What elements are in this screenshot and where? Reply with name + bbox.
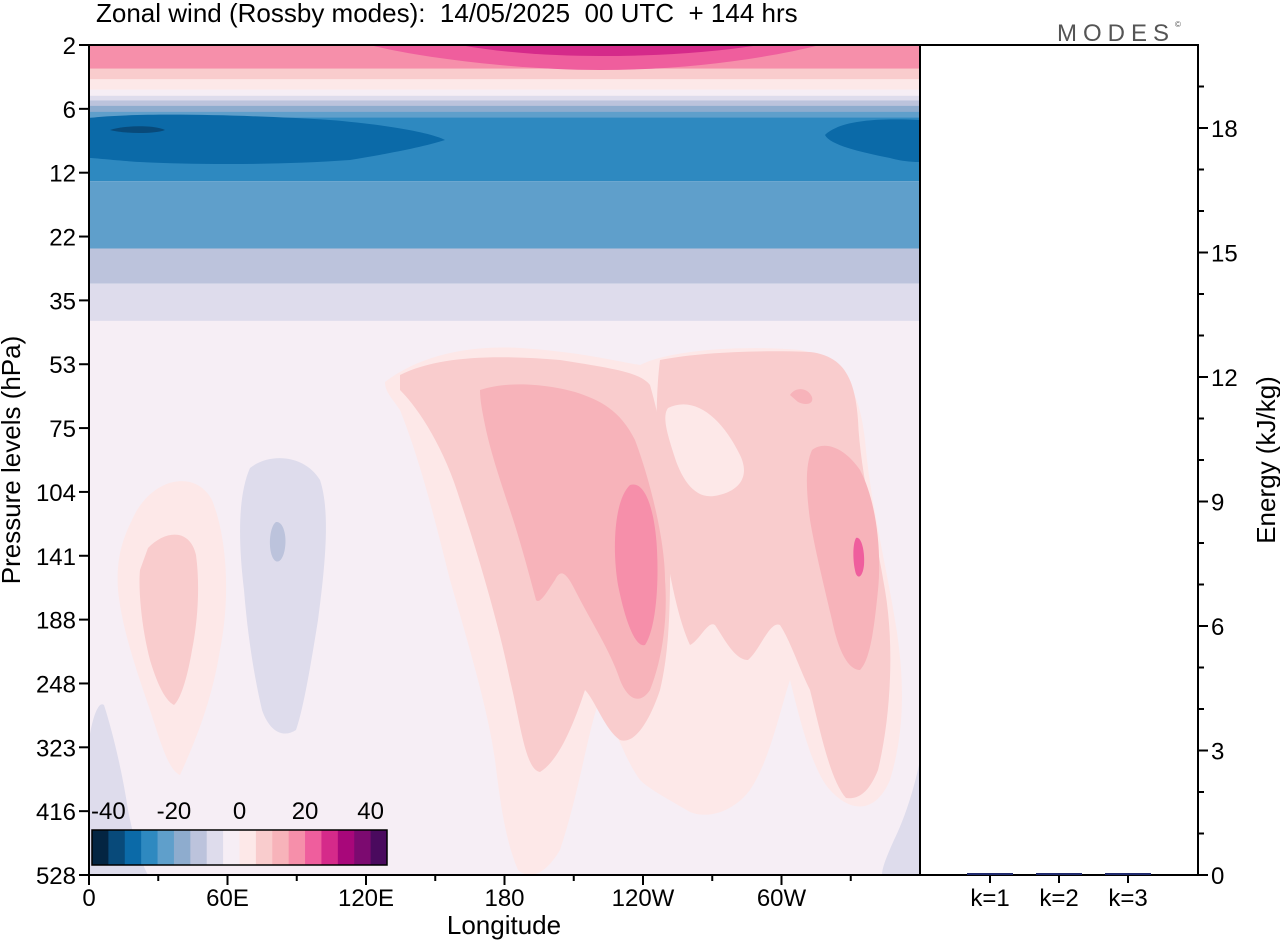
wind-stripe-4 xyxy=(89,111,920,118)
colorbar-swatch xyxy=(370,830,388,865)
energy-tick-label: 9 xyxy=(1211,490,1224,517)
colorbar-swatch xyxy=(108,830,126,865)
brand-logo: MODES© xyxy=(1057,20,1181,48)
colorbar-swatch xyxy=(255,830,273,865)
colorbar-swatch xyxy=(337,830,355,865)
colorbar xyxy=(91,829,388,866)
colorbar-label: 40 xyxy=(357,798,384,825)
y-tick-label: 104 xyxy=(36,480,76,507)
colorbar-swatch xyxy=(239,830,257,865)
easterly-lobe-80e xyxy=(240,458,326,734)
colorbar-frame xyxy=(91,829,388,866)
y-tick-label: 2 xyxy=(63,33,76,60)
chart-title: Zonal wind (Rossby modes): 14/05/2025 00… xyxy=(96,0,798,28)
heatmap-area xyxy=(89,45,920,875)
colorbar-swatch xyxy=(141,830,159,865)
wind-stripe-2 xyxy=(89,95,920,101)
energy-tick-label: 12 xyxy=(1211,365,1238,392)
energy-tick-label: 3 xyxy=(1211,739,1224,766)
energy-bars xyxy=(967,873,1151,875)
y-axis-right: 0 3 6 9 12 15 18 xyxy=(1198,85,1238,890)
y-tick-label: 248 xyxy=(36,671,76,698)
energy-bar-k=2 xyxy=(1036,873,1082,875)
colorbar-swatch xyxy=(173,830,191,865)
x-tick-label: 120W xyxy=(612,885,675,912)
easterly-core-80e xyxy=(269,521,286,562)
colorbar-label: 20 xyxy=(292,798,319,825)
x-tick-label: 180 xyxy=(484,885,524,912)
y-tick-label: 188 xyxy=(36,608,76,635)
x-tick-label: 120E xyxy=(338,885,394,912)
y-tick-label: 12 xyxy=(49,161,76,188)
y-tick-label: 35 xyxy=(49,288,76,315)
colorbar-labels: -40 -20 0 20 40 xyxy=(91,798,384,825)
y-tick-label: 528 xyxy=(36,863,76,890)
x-tick-label: 0 xyxy=(82,885,95,912)
x-axis-label: Longitude xyxy=(447,910,561,940)
westerly-max-30w xyxy=(853,537,865,577)
easterly-patch-se xyxy=(882,760,920,875)
energy-tick-label: 0 xyxy=(1211,863,1224,890)
y-axis-label: Pressure levels (hPa) xyxy=(0,336,26,585)
westerly-strong-120w xyxy=(480,384,666,699)
wind-stripe-1 xyxy=(89,89,920,96)
x-axis: 0 60E 120E 180 120W 60W xyxy=(82,875,852,912)
wind-stripe-3 xyxy=(89,100,920,106)
colorbar-swatch xyxy=(206,830,224,865)
x-tick-label: 60E xyxy=(206,885,249,912)
x-tick-label: 60W xyxy=(757,885,807,912)
y-axis-left: 2 6 12 22 35 53 75 104 141 188 248 323 416 528 xyxy=(36,33,89,890)
energy-bar-k=1 xyxy=(967,873,1013,875)
westerly-spot-50w xyxy=(790,389,813,405)
y-tick-label: 323 xyxy=(36,735,76,762)
energy-tick-label: 18 xyxy=(1211,116,1238,143)
stratosphere-ring-180 xyxy=(460,45,760,56)
colorbar-swatch xyxy=(190,830,208,865)
easterly-core-west xyxy=(89,114,445,165)
colorbar-label: -20 xyxy=(157,798,192,825)
wind-band-6 xyxy=(89,283,920,321)
energy-tick-label: 15 xyxy=(1211,241,1238,268)
colorbar-swatch xyxy=(288,830,306,865)
y-tick-label: 22 xyxy=(49,225,76,252)
wind-band-5 xyxy=(89,248,920,284)
copyright-mark: © xyxy=(1175,20,1181,29)
contour-overlays xyxy=(89,45,920,875)
colorbar-swatch xyxy=(92,830,109,865)
westerly-max-120w xyxy=(614,484,658,646)
colorbar-swatch xyxy=(157,830,175,865)
y-tick-label: 416 xyxy=(36,799,76,826)
weak-wind-hole-80w-inner xyxy=(665,404,744,497)
westerly-core-30e xyxy=(139,534,199,705)
y-tick-label: 141 xyxy=(36,544,76,571)
wind-band-4 xyxy=(89,181,920,249)
colorbar-swatch xyxy=(321,830,339,865)
energy-frame xyxy=(919,44,1199,876)
colorbar-swatch xyxy=(223,830,240,865)
wind-stripe-0 xyxy=(89,68,920,80)
energy-category-label: k=3 xyxy=(1108,885,1147,912)
brand-name: MODES xyxy=(1057,20,1176,47)
easterly-core-east xyxy=(825,119,920,162)
energy-tick-label: 6 xyxy=(1211,614,1224,641)
energy-categories: k=1 k=2 k=3 xyxy=(970,875,1148,912)
y-axis-right-label: Energy (kJ/kg) xyxy=(1251,376,1280,544)
colorbar-label: -40 xyxy=(91,798,126,825)
colorbar-swatch xyxy=(354,830,372,865)
colorbar-swatch xyxy=(305,830,322,865)
colorbar-swatch xyxy=(272,830,290,865)
westerly-strong-30w xyxy=(806,445,880,670)
colorbar-swatch xyxy=(124,830,142,865)
y-tick-label: 6 xyxy=(63,97,76,124)
y-tick-label: 53 xyxy=(49,352,76,379)
easterly-min-10e xyxy=(110,126,165,133)
energy-bar-k=3 xyxy=(1105,873,1151,875)
colorbar-label: 0 xyxy=(233,798,246,825)
energy-category-label: k=2 xyxy=(1039,885,1078,912)
energy-category-label: k=1 xyxy=(970,885,1009,912)
y-tick-label: 75 xyxy=(49,416,76,443)
